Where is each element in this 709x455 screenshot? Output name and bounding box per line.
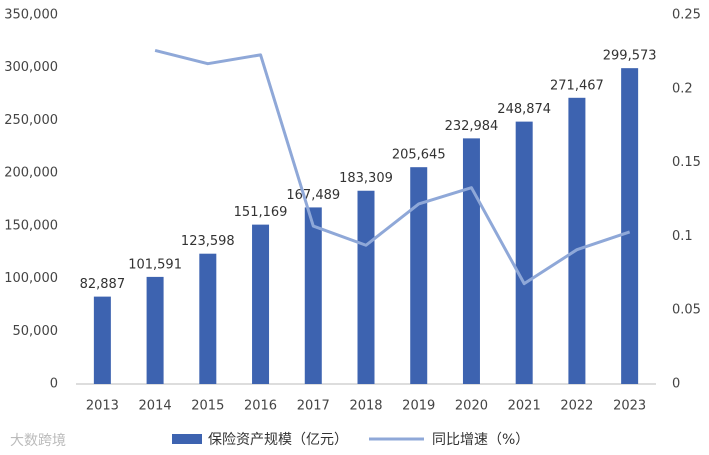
bar — [304, 207, 322, 384]
y-tick-label: 300,000 — [4, 60, 58, 75]
x-tick-label: 2017 — [297, 399, 330, 414]
y2-tick-label: 0 — [672, 377, 680, 392]
y2-tick-label: 0.15 — [672, 155, 701, 170]
x-tick-label: 2019 — [402, 399, 435, 414]
value-label: 151,169 — [234, 205, 288, 220]
bar — [410, 167, 428, 384]
value-label: 232,984 — [445, 119, 499, 134]
y-tick-label: 150,000 — [4, 218, 58, 233]
value-label: 101,591 — [128, 257, 182, 272]
bar — [93, 296, 111, 384]
x-tick-label: 2013 — [86, 399, 119, 414]
y-tick-label: 200,000 — [4, 166, 58, 181]
y-tick-label: 50,000 — [13, 324, 59, 339]
x-tick-label: 2018 — [349, 399, 382, 414]
y2-tick-label: 0.2 — [672, 81, 693, 96]
y2-tick-label: 0.1 — [672, 229, 693, 244]
bar — [252, 224, 270, 384]
x-tick-label: 2015 — [191, 399, 224, 414]
value-label: 299,573 — [603, 49, 657, 64]
y-tick-label: 0 — [50, 377, 58, 392]
bar — [515, 121, 533, 385]
y2-tick-label: 0.05 — [672, 303, 701, 318]
value-label: 205,645 — [392, 148, 446, 163]
bar — [357, 190, 375, 384]
x-tick-label: 2016 — [244, 399, 277, 414]
value-label: 123,598 — [181, 234, 235, 249]
x-tick-label: 2022 — [560, 399, 593, 414]
bar — [462, 138, 480, 384]
bar — [199, 253, 217, 384]
value-label: 248,874 — [497, 102, 551, 117]
bar — [621, 68, 639, 385]
y-tick-label: 250,000 — [4, 113, 58, 128]
y-tick-label: 100,000 — [4, 271, 58, 286]
y2-tick-label: 0.25 — [672, 8, 701, 23]
value-label: 183,309 — [339, 171, 393, 186]
watermark: 大数跨境 — [10, 433, 66, 449]
value-label: 271,467 — [550, 78, 604, 93]
legend-label: 保险资产规模（亿元） — [208, 432, 348, 448]
line — [154, 48, 631, 286]
value-label: 82,887 — [80, 277, 126, 292]
x-tick-label: 2023 — [613, 399, 646, 414]
value-label: 167,489 — [286, 188, 340, 203]
x-tick-label: 2020 — [455, 399, 488, 414]
x-tick-label: 2014 — [139, 399, 172, 414]
bar — [146, 276, 164, 384]
x-tick-label: 2021 — [508, 399, 541, 414]
bar — [568, 97, 586, 385]
y-tick-label: 350,000 — [4, 8, 58, 23]
legend-swatch — [172, 434, 202, 444]
legend-label: 同比增速（%） — [432, 432, 529, 448]
